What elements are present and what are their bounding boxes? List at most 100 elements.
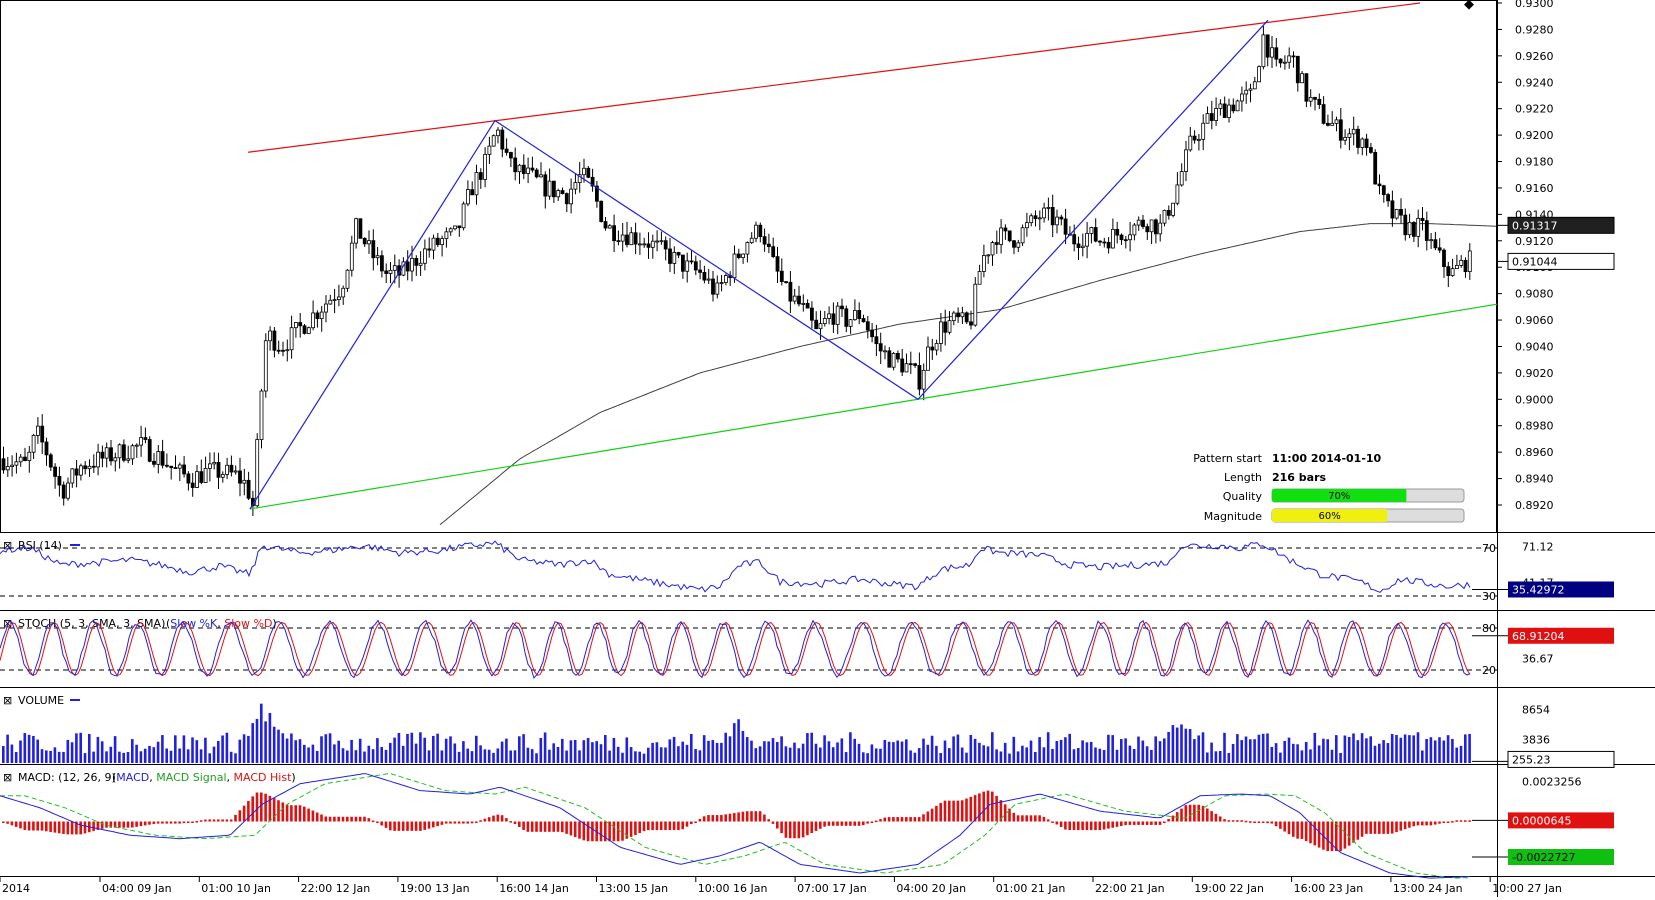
macd-hist-bar <box>354 816 358 822</box>
candle-body <box>293 322 298 329</box>
macd-hist-bar <box>221 819 224 822</box>
macd-hist-bar <box>629 821 633 837</box>
macd-hist-bar <box>780 821 783 834</box>
candle <box>74 460 79 488</box>
volume-bar <box>612 737 616 763</box>
volume-bar <box>126 752 130 763</box>
macd-hist-bar <box>1300 821 1304 839</box>
candle <box>655 230 659 252</box>
macd-hist-bar <box>83 821 87 834</box>
candle <box>186 471 191 491</box>
macd-hist-bar <box>242 805 246 822</box>
macd-hist-bar <box>384 821 388 828</box>
candle <box>1201 114 1206 151</box>
volume-bar <box>1188 729 1192 763</box>
dropdown-icon[interactable]: ◆ <box>1464 0 1474 12</box>
volume-bar <box>1055 740 1059 763</box>
candle-body <box>788 281 793 302</box>
volume-bar <box>1356 740 1360 763</box>
candle-body <box>1007 230 1012 242</box>
macd-hist-bar <box>638 821 641 834</box>
candle <box>986 254 991 264</box>
volume-bar <box>1236 734 1239 763</box>
volume-bar <box>358 738 362 763</box>
candle-body <box>457 225 462 229</box>
candle-body <box>1197 138 1201 141</box>
macd-collapse-icon[interactable]: ⊠ <box>3 771 12 784</box>
macd-hist-bar <box>1240 820 1243 822</box>
price-panel[interactable]: 0.9300 0.9280 0.9260 0.9240 0.9220 0.9200 0.91… <box>1 0 1554 526</box>
candle-body <box>109 447 113 462</box>
candle-body <box>1089 227 1094 234</box>
macd-hist-bar <box>1378 821 1381 834</box>
candle-body <box>61 484 66 499</box>
candle <box>1154 218 1158 244</box>
macd-hist-bar <box>285 804 289 822</box>
macd-hist-bar <box>367 818 371 822</box>
macd-hist-bar <box>1416 821 1420 826</box>
candle-body <box>646 243 651 248</box>
candlesticks <box>1 25 1472 516</box>
macd-hist-bar <box>681 821 684 830</box>
candle-body <box>203 467 208 483</box>
macd-hist-bar <box>702 816 706 822</box>
volume-bar <box>105 751 108 763</box>
macd-hist-bar <box>268 795 272 822</box>
macd-hist-bar <box>526 821 530 832</box>
volume-bar <box>604 735 607 763</box>
candle-body <box>633 232 638 245</box>
macd-hist-bar <box>1038 815 1041 822</box>
candle <box>552 180 556 203</box>
time-tick-label: 10:00 16 Jan <box>698 882 768 895</box>
candle-body <box>564 193 569 205</box>
candle-body <box>422 248 427 264</box>
candle <box>539 162 543 178</box>
price-tick-label: 0.8960 <box>1515 446 1554 459</box>
ma-path <box>439 223 1497 526</box>
candle <box>1326 114 1330 127</box>
candle-body <box>444 231 449 240</box>
volume-bar <box>1102 750 1106 763</box>
macd-hist-bar <box>522 821 525 830</box>
candle-body <box>779 270 784 282</box>
candle <box>1089 226 1094 244</box>
candle-body <box>186 473 191 484</box>
volume-bar <box>634 751 637 763</box>
macd-hist-bar <box>999 800 1003 822</box>
candle-body <box>736 253 741 258</box>
rsi-collapse-icon[interactable]: ⊠ <box>3 539 12 552</box>
candle-body <box>1442 249 1446 267</box>
volume-bar <box>88 733 91 763</box>
candle <box>1136 216 1141 231</box>
stoch-panel[interactable]: ⊠ STOCH (5, 3, SMA, 3, SMA) (Slow %K, Sl… <box>0 617 1614 680</box>
volume-bar <box>1300 750 1304 763</box>
volume-bar <box>492 752 495 763</box>
support-line <box>249 303 1498 510</box>
volume-panel[interactable]: ⊠ VOLUME 8654 3836 255.23 <box>2 694 1615 768</box>
stoch-collapse-icon[interactable]: ⊠ <box>3 617 12 630</box>
candle <box>1179 163 1184 187</box>
macd-hist-bar <box>1451 821 1454 823</box>
candle-body <box>904 363 909 373</box>
volume-bar <box>1438 737 1441 763</box>
volume-collapse-icon[interactable]: ⊠ <box>3 694 12 707</box>
macd-hist-bar <box>143 821 147 826</box>
macd-hist-bar <box>204 819 207 822</box>
macd-hist-bar <box>298 805 302 822</box>
macd-hist-bar <box>634 821 637 835</box>
macd-hist-bar <box>272 798 276 822</box>
candle-body <box>474 172 479 196</box>
candle-body <box>973 283 978 326</box>
macd-hist-bar <box>1012 812 1016 822</box>
macd-panel[interactable]: ⊠ MACD: (12, 26, 9) (MACD, MACD Signal, … <box>0 771 1614 879</box>
volume-bar <box>1115 749 1119 763</box>
candle <box>1455 254 1459 269</box>
macd-hist-bar <box>819 821 822 829</box>
candle-body <box>1394 209 1399 219</box>
volume-bar <box>1201 732 1205 763</box>
candle <box>1209 100 1214 130</box>
candle-body <box>500 129 505 150</box>
